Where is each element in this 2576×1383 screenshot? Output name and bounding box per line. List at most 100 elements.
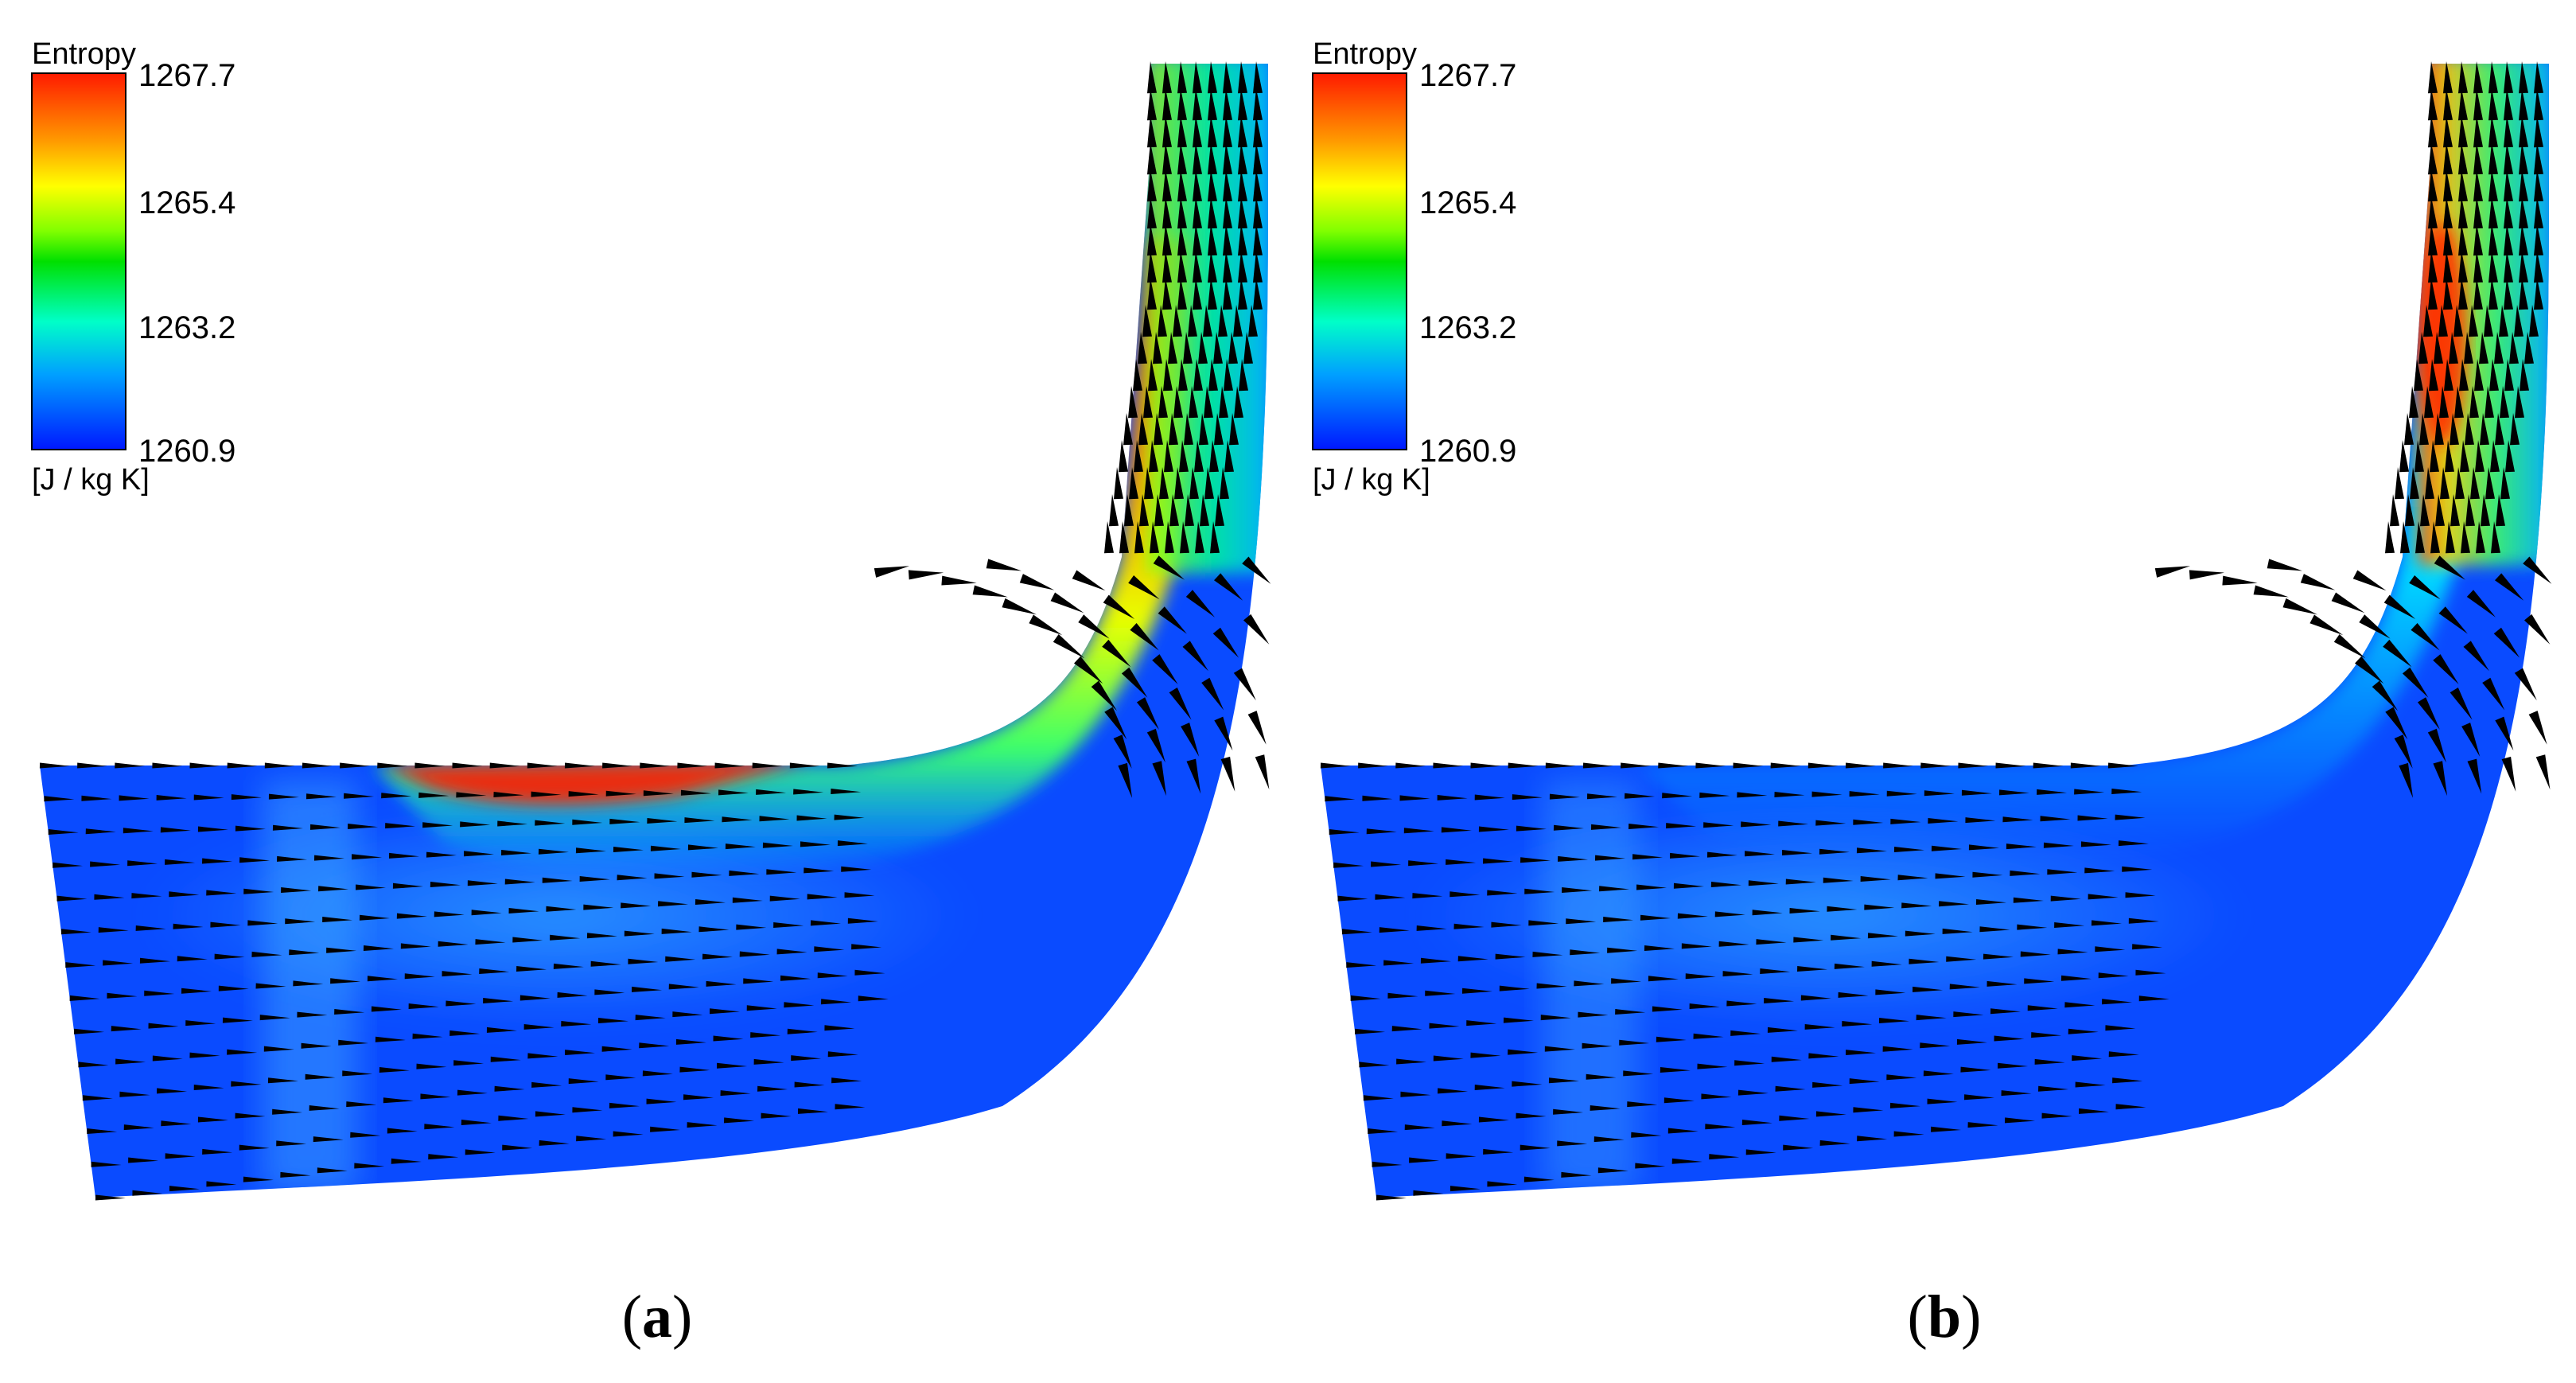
velocity-arrow xyxy=(1208,88,1217,121)
velocity-arrow xyxy=(2488,169,2498,202)
velocity-arrow xyxy=(1664,1097,1695,1104)
velocity-arrow xyxy=(1499,985,1530,991)
velocity-arrow xyxy=(844,892,875,898)
velocity-arrow xyxy=(617,875,648,881)
velocity-arrow xyxy=(1425,990,1456,996)
velocity-arrow xyxy=(486,1027,517,1033)
velocity-arrow xyxy=(594,989,625,995)
velocity-arrow xyxy=(1238,61,1247,94)
velocity-arrow xyxy=(1673,882,1704,889)
velocity-arrow xyxy=(1229,413,1239,446)
velocity-arrow xyxy=(1536,983,1567,989)
velocity-arrow xyxy=(385,823,416,829)
velocity-arrow xyxy=(475,939,506,945)
velocity-arrow xyxy=(531,791,562,797)
velocity-arrow xyxy=(1072,570,1106,591)
velocity-arrow xyxy=(1658,762,1689,769)
velocity-arrow xyxy=(714,762,745,769)
velocity-arrow xyxy=(2535,754,2551,790)
velocity-arrow xyxy=(2494,332,2504,364)
velocity-arrow xyxy=(1433,1055,1464,1062)
velocity-arrow xyxy=(414,762,446,769)
velocity-arrow xyxy=(1223,197,1232,229)
velocity-arrow xyxy=(1253,88,1263,121)
velocity-arrow xyxy=(1778,820,1809,827)
velocity-arrow xyxy=(2460,440,2469,473)
velocity-arrow xyxy=(285,918,316,925)
velocity-arrow xyxy=(1223,115,1232,148)
velocity-arrow xyxy=(2473,169,2483,202)
velocity-arrow xyxy=(2534,197,2543,229)
velocity-arrow xyxy=(2429,359,2438,392)
velocity-arrow xyxy=(2428,197,2438,229)
velocity-arrow xyxy=(268,793,299,800)
velocity-arrow xyxy=(784,1002,815,1008)
velocity-arrow xyxy=(1195,521,1204,554)
velocity-arrow xyxy=(725,843,756,850)
velocity-arrow xyxy=(1147,115,1157,148)
velocity-arrow xyxy=(1208,169,1217,202)
velocity-arrow xyxy=(1114,467,1123,500)
velocity-arrow xyxy=(665,956,696,962)
velocity-arrow xyxy=(1253,169,1263,202)
velocity-arrow xyxy=(1595,855,1626,861)
velocity-arrow xyxy=(115,762,146,769)
velocity-arrow xyxy=(1368,1128,1399,1134)
velocity-arrow xyxy=(1154,413,1163,446)
velocity-arrow xyxy=(2300,574,2336,590)
velocity-arrow xyxy=(251,951,282,957)
velocity-arrow xyxy=(1162,61,1172,94)
velocity-arrow xyxy=(1173,305,1182,337)
velocity-arrow xyxy=(65,962,96,968)
velocity-arrow xyxy=(2425,467,2434,500)
velocity-arrow xyxy=(2524,614,2551,645)
velocity-arrow xyxy=(424,1124,455,1130)
velocity-arrow xyxy=(531,1081,562,1088)
velocity-arrow xyxy=(1935,873,1966,879)
velocity-arrow xyxy=(2534,169,2543,202)
velocity-arrow xyxy=(2105,1025,2136,1031)
velocity-arrow xyxy=(1029,614,1063,636)
velocity-arrow xyxy=(1867,933,1898,939)
velocity-arrow xyxy=(1782,850,1812,855)
velocity-arrow xyxy=(1449,891,1481,898)
velocity-arrow xyxy=(2481,494,2490,527)
velocity-arrow xyxy=(2504,142,2513,175)
colorbar-tick-b-2: 1263.2 xyxy=(1419,310,1516,345)
velocity-arrow xyxy=(352,854,383,860)
velocity-arrow xyxy=(2475,440,2485,473)
velocity-arrows-b xyxy=(1320,61,2552,1201)
velocity-arrow xyxy=(1180,521,1189,554)
velocity-arrow xyxy=(404,973,435,980)
velocity-arrow xyxy=(2504,224,2513,256)
velocity-arrow xyxy=(1213,332,1223,364)
velocity-arrow xyxy=(1640,914,1671,921)
velocity-arrow xyxy=(214,953,245,960)
velocity-arrow xyxy=(2440,467,2450,500)
velocity-arrow xyxy=(1462,988,1492,994)
velocity-arrow xyxy=(111,1026,142,1032)
velocity-arrow xyxy=(1193,169,1202,202)
velocity-arrow xyxy=(1399,795,1430,801)
velocity-arrow xyxy=(1147,169,1157,202)
velocity-arrow xyxy=(1662,793,1693,799)
velocity-arrow xyxy=(2122,866,2153,872)
velocity-arrow xyxy=(576,1136,607,1142)
velocity-arrow xyxy=(310,824,340,830)
velocity-arrow xyxy=(161,1120,192,1127)
velocity-arrow xyxy=(346,1101,377,1108)
velocity-arrow xyxy=(1544,1046,1575,1052)
velocity-arrow xyxy=(2444,359,2453,392)
velocity-arrow xyxy=(1553,824,1584,831)
velocity-arrow xyxy=(1238,169,1247,202)
velocity-arrow xyxy=(1627,1101,1658,1108)
velocity-arrow xyxy=(680,789,711,796)
velocity-arrow xyxy=(391,1158,422,1164)
velocity-arrow xyxy=(1123,413,1133,446)
velocity-arrow xyxy=(2404,413,2414,446)
velocity-arrow xyxy=(1705,1124,1736,1130)
velocity-arrow xyxy=(272,824,303,831)
velocity-arrow xyxy=(858,995,889,1002)
velocity-arrow xyxy=(1185,590,1215,617)
velocity-arrow xyxy=(1549,793,1580,800)
